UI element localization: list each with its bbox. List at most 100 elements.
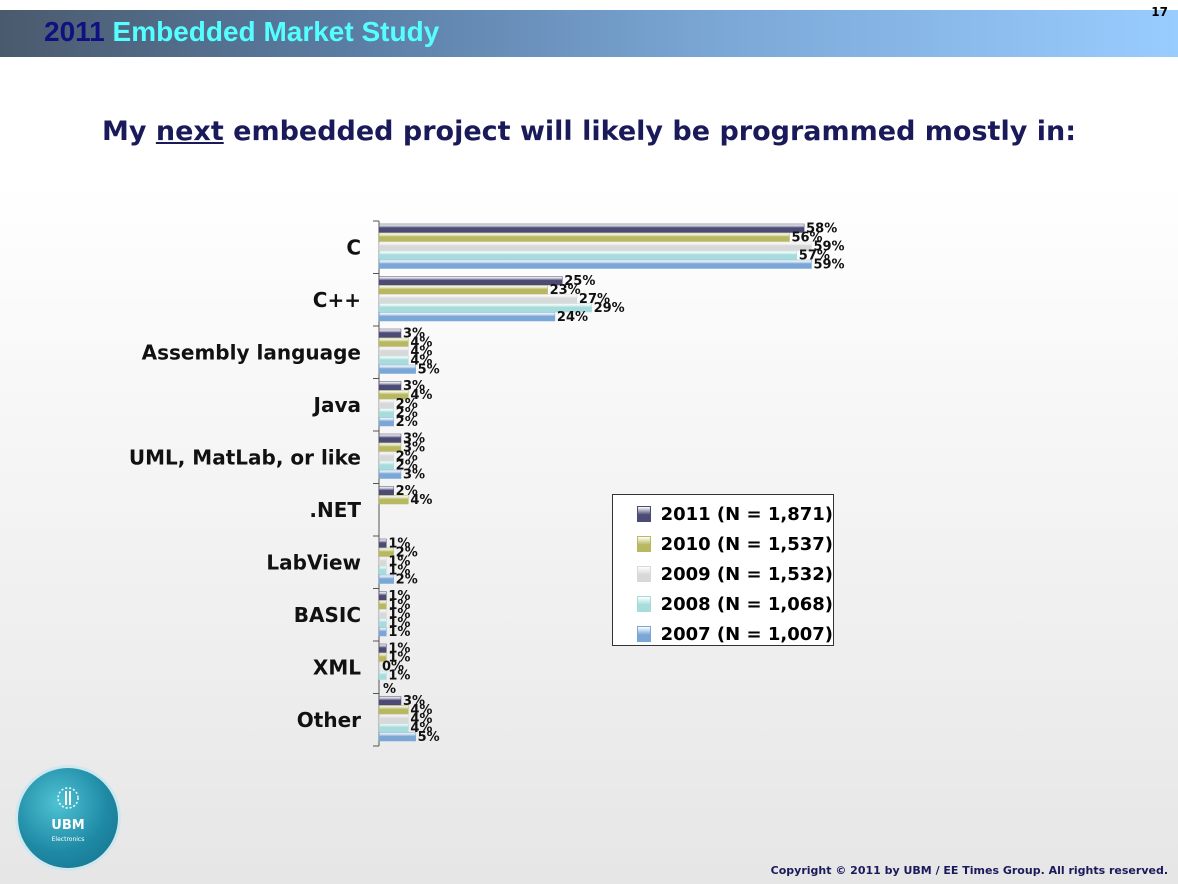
bar: [378, 538, 387, 548]
bar: [378, 705, 409, 715]
legend-item: 2007 (N = 1,007): [637, 619, 833, 649]
legend-label: 2008 (N = 1,068): [660, 593, 833, 615]
legend-item: 2011 (N = 1,871): [637, 499, 833, 529]
bar: [378, 696, 402, 706]
bar: [378, 364, 416, 374]
category-label: XML: [313, 655, 361, 679]
data-label: 29%: [594, 301, 625, 316]
chart-title-prefix: My: [102, 116, 156, 147]
bar: [378, 241, 812, 251]
legend-item: 2009 (N = 1,532): [637, 559, 833, 589]
bar: [378, 346, 409, 356]
category-label: C: [346, 235, 361, 259]
header-title: 2011 Embedded Market Study: [44, 16, 439, 48]
data-label: 24%: [557, 310, 588, 325]
data-label: 2%: [396, 546, 418, 561]
header-title-year: 2011: [44, 16, 105, 47]
data-label: 3%: [403, 432, 425, 447]
bar: [378, 433, 402, 443]
data-label: 0%: [382, 660, 404, 675]
bar: [378, 232, 790, 242]
data-label: 3%: [403, 441, 425, 456]
bar: [378, 495, 409, 505]
bar: [378, 294, 578, 304]
data-label: 4%: [410, 712, 432, 727]
category-label: Other: [297, 708, 361, 732]
bar: [378, 574, 394, 584]
bar: [378, 417, 394, 427]
bar: [378, 223, 805, 233]
category-label: C++: [313, 288, 361, 312]
bar: [378, 259, 812, 269]
legend-label: 2009 (N = 1,532): [660, 563, 833, 585]
bar: [378, 355, 409, 365]
data-label: 1%: [388, 616, 410, 631]
data-label: 2%: [396, 406, 418, 421]
category-label: .NET: [309, 498, 361, 522]
bar: [378, 600, 387, 610]
data-label: 1%: [388, 651, 410, 666]
header-title-text: Embedded Market Study: [112, 16, 440, 47]
legend-item: 2008 (N = 1,068): [637, 589, 833, 619]
category-label: Assembly language: [142, 340, 361, 364]
data-label: 4%: [410, 345, 432, 360]
data-label: 2%: [396, 415, 418, 430]
data-label: 2%: [396, 450, 418, 465]
bar: [378, 714, 409, 724]
category-label: LabView: [266, 550, 361, 574]
bar: [378, 643, 387, 653]
bar: [378, 328, 402, 338]
data-label: 25%: [564, 274, 595, 289]
bar: [378, 303, 592, 313]
data-label: 1%: [388, 669, 410, 684]
category-label: UML, MatLab, or like: [129, 445, 361, 469]
bar: [378, 652, 387, 662]
data-label: 1%: [388, 625, 410, 640]
page-number: 17: [1151, 5, 1168, 19]
data-label: 1%: [388, 555, 410, 570]
bar: [378, 547, 394, 557]
bar: [378, 732, 416, 742]
chart-title-suffix: embedded project will likely be programm…: [223, 116, 1076, 147]
legend-swatch: [637, 536, 651, 552]
logo-text: UBM: [51, 818, 85, 833]
bar: [378, 276, 563, 286]
data-label: 1%: [388, 589, 410, 604]
data-label: 4%: [410, 493, 432, 508]
bar: [378, 565, 387, 575]
ubm-logo-icon: [57, 787, 79, 809]
ubm-logo: UBM Electronics: [18, 768, 118, 868]
category-label: Java: [312, 393, 361, 417]
bar: [378, 556, 387, 566]
header-band: [0, 10, 1178, 57]
bar: [378, 469, 402, 479]
bar: [378, 285, 548, 295]
chart-title: My next embedded project will likely be …: [0, 116, 1178, 147]
data-label: 2%: [396, 573, 418, 588]
legend-swatch: [637, 566, 651, 582]
chart-title-emphasis: next: [155, 116, 224, 147]
bar: [378, 312, 556, 322]
chart-legend: 2011 (N = 1,871) 2010 (N = 1,537) 2009 (N …: [612, 494, 834, 646]
data-label: %: [383, 682, 396, 697]
data-label: 59%: [813, 240, 844, 255]
bar: [378, 618, 387, 628]
legend-label: 2007 (N = 1,007): [660, 623, 833, 645]
data-label: 5%: [418, 730, 440, 745]
bar: [378, 723, 409, 733]
category-label: BASIC: [294, 603, 361, 627]
data-label: 3%: [403, 468, 425, 483]
data-label: 1%: [388, 607, 410, 622]
legend-item: 2010 (N = 1,537): [637, 529, 833, 559]
bar: [378, 390, 409, 400]
data-label: 4%: [410, 388, 432, 403]
data-label: 2%: [396, 397, 418, 412]
bar: [378, 408, 394, 418]
legend-swatch: [637, 506, 651, 522]
logo-subtext: Electronics: [51, 836, 85, 843]
bar: [378, 451, 394, 461]
legend-label: 2011 (N = 1,871): [660, 503, 833, 525]
data-label: 4%: [410, 703, 432, 718]
data-label: 58%: [806, 222, 837, 237]
